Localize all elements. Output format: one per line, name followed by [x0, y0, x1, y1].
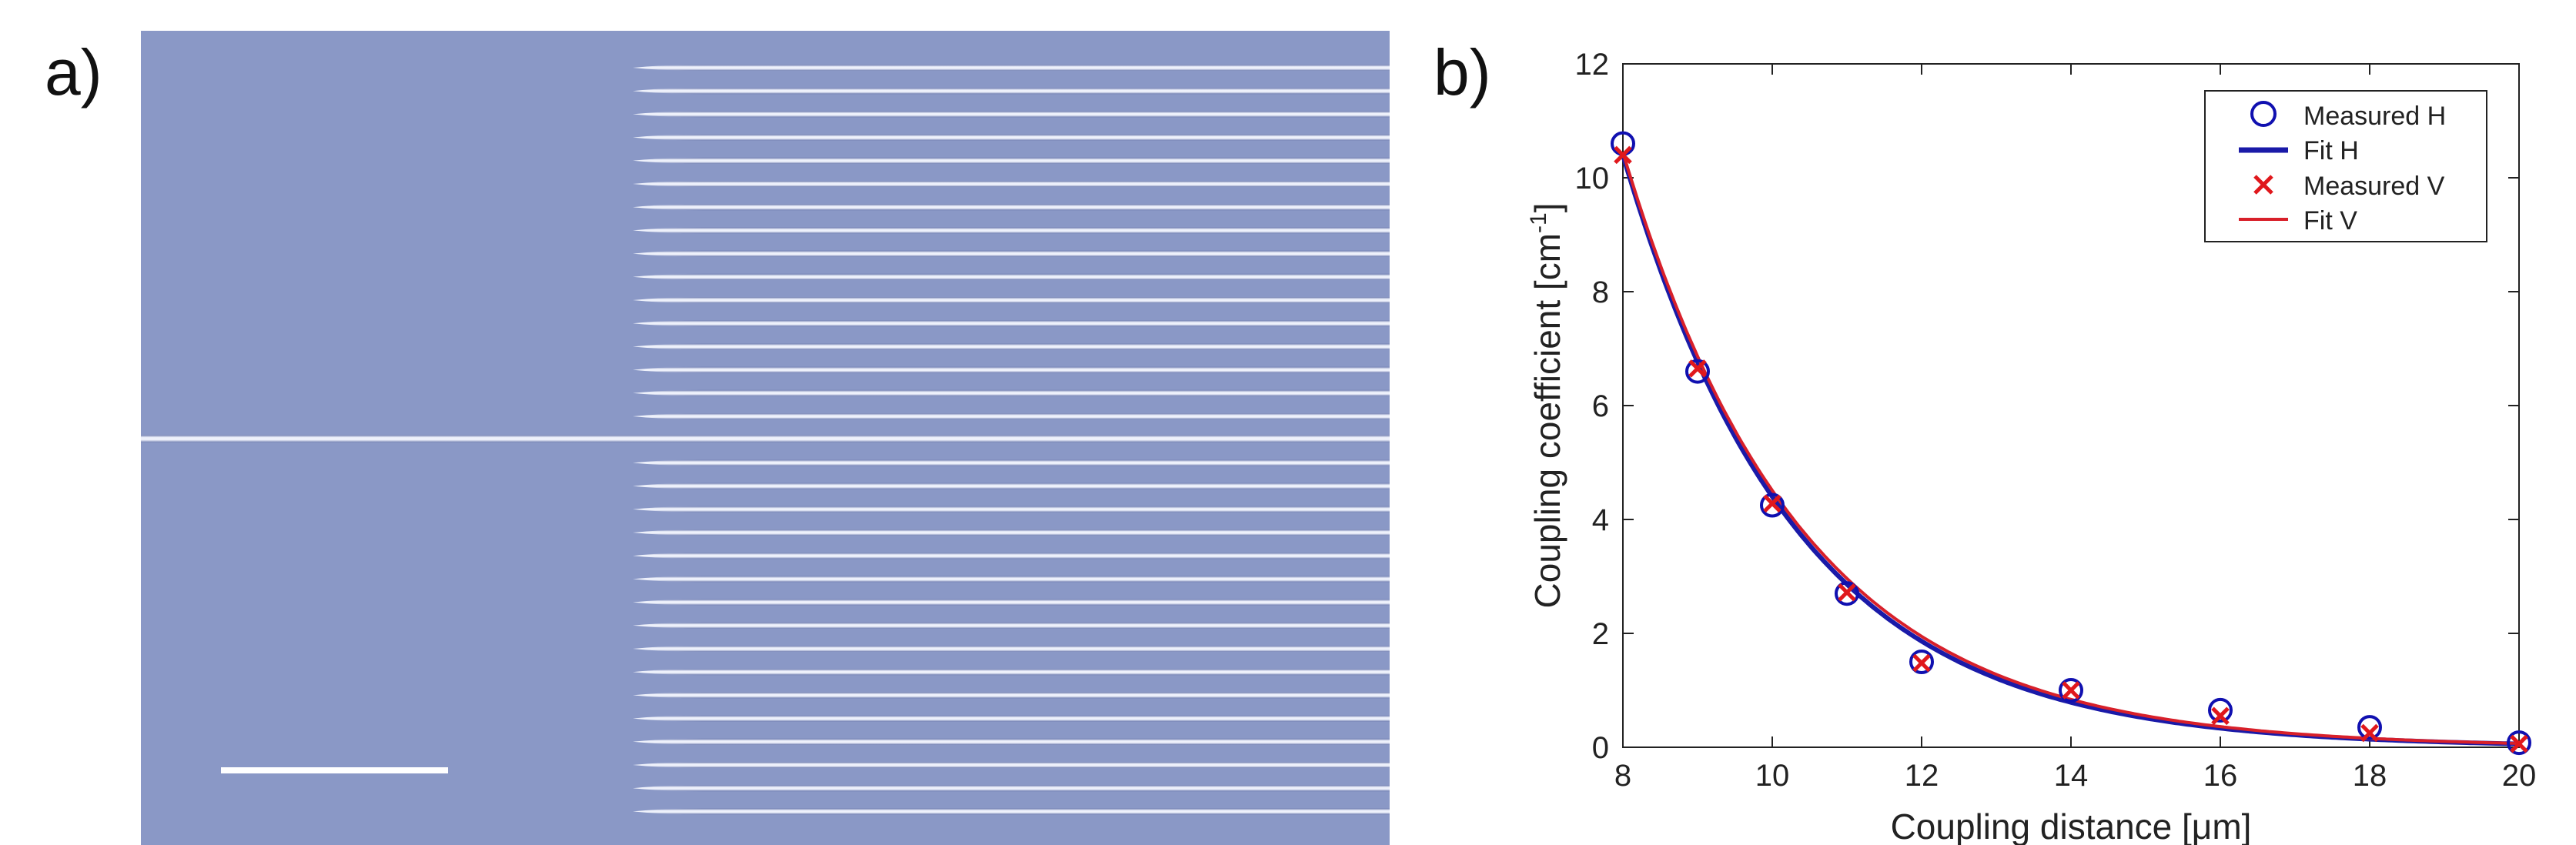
x-tick-label: 8 — [1614, 759, 1631, 793]
y-tick-label: 6 — [1592, 389, 1609, 423]
array-waveguide — [633, 181, 1390, 187]
legend-label-measured-v: Measured V — [2303, 172, 2445, 201]
measured-h-point — [1685, 359, 1710, 384]
x-tick-label: 20 — [2502, 759, 2537, 793]
measured-h-point — [1760, 493, 1785, 518]
array-waveguide — [633, 320, 1390, 327]
array-waveguide — [633, 738, 1390, 745]
measured-v-point — [1763, 494, 1781, 513]
y-axis-label-end: ] — [1527, 203, 1567, 213]
array-waveguide — [633, 459, 1390, 466]
x-axis-label: Coupling distance [μm] — [1891, 807, 2252, 845]
array-waveguide — [633, 483, 1390, 489]
legend-marker-measured-v — [2253, 175, 2273, 195]
waveguide-array — [141, 65, 1390, 815]
array-waveguide — [633, 576, 1390, 583]
scale-bar — [221, 767, 448, 773]
array-waveguide — [633, 413, 1390, 419]
array-waveguide — [633, 622, 1390, 629]
array-waveguide — [633, 808, 1390, 815]
measured-v-point — [2211, 706, 2230, 726]
measured-h-point — [2357, 715, 2382, 740]
array-waveguide — [633, 529, 1390, 536]
y-axis: 0 2 4 6 8 10 12 — [1575, 48, 2519, 765]
legend-label-measured-h: Measured H — [2303, 102, 2446, 131]
measured-v-point — [1912, 653, 1931, 673]
legend-label-fit-h: Fit H — [2303, 136, 2359, 165]
measured-h-point — [2507, 730, 2531, 756]
array-waveguide — [633, 204, 1390, 211]
y-tick-label: 10 — [1575, 162, 1610, 195]
y-tick-label: 0 — [1592, 731, 1609, 765]
panel-label-a: a) — [45, 36, 102, 109]
array-waveguide — [633, 65, 1390, 71]
array-waveguide — [633, 343, 1390, 350]
array-waveguide — [633, 157, 1390, 164]
measured-v-point — [1838, 583, 1856, 602]
x-tick-label: 10 — [1755, 759, 1790, 793]
array-waveguide — [633, 599, 1390, 606]
array-waveguide — [633, 553, 1390, 559]
measured-h-point — [1835, 581, 1859, 606]
x-tick-label: 18 — [2353, 759, 2387, 793]
array-waveguide — [633, 692, 1390, 699]
array-waveguide — [633, 134, 1390, 141]
legend-marker-measured-h — [2250, 101, 2277, 127]
x-tick-label: 14 — [2054, 759, 2089, 793]
measured-h-point — [1909, 650, 1934, 674]
array-waveguide — [633, 646, 1390, 652]
y-axis-label: Coupling coefficient [cm-1] — [1526, 203, 1567, 609]
y-tick-label: 4 — [1592, 503, 1609, 537]
legend-label-fit-v: Fit V — [2303, 206, 2357, 235]
y-tick-label: 8 — [1592, 276, 1609, 309]
y-axis-label-superscript: -1 — [1526, 212, 1551, 233]
x-axis: 8 10 12 14 16 18 20 — [1614, 64, 2536, 793]
array-waveguide — [633, 506, 1390, 513]
measured-v-point — [2062, 681, 2080, 700]
input-waveguide — [141, 435, 1390, 443]
array-waveguide — [633, 762, 1390, 768]
x-tick-label: 16 — [2203, 759, 2238, 793]
measured-h-point — [2059, 678, 2083, 703]
array-waveguide — [633, 88, 1390, 95]
array-waveguide — [633, 785, 1390, 792]
y-tick-label: 12 — [1575, 48, 1610, 82]
data-points — [1611, 131, 2531, 756]
measured-v-point — [2510, 734, 2528, 753]
measured-v-point — [1614, 145, 1632, 165]
x-tick-label: 12 — [1905, 759, 1939, 793]
array-waveguide — [633, 250, 1390, 257]
array-waveguide — [633, 366, 1390, 373]
array-waveguide — [633, 111, 1390, 118]
array-waveguide — [633, 669, 1390, 676]
measured-v-point — [1688, 359, 1707, 378]
array-waveguide — [633, 389, 1390, 396]
y-tick-label: 2 — [1592, 617, 1609, 651]
panel-label-b: b) — [1434, 36, 1491, 109]
y-axis-label-main: Coupling coefficient [cm — [1527, 233, 1567, 609]
array-waveguide — [633, 297, 1390, 303]
legend: Measured H Fit H Measured V Fit V — [2204, 90, 2487, 242]
array-waveguide — [633, 273, 1390, 280]
measured-v-point — [2360, 723, 2379, 743]
array-waveguide — [633, 227, 1390, 234]
measured-h-point — [2208, 697, 2233, 723]
array-waveguide — [633, 715, 1390, 722]
